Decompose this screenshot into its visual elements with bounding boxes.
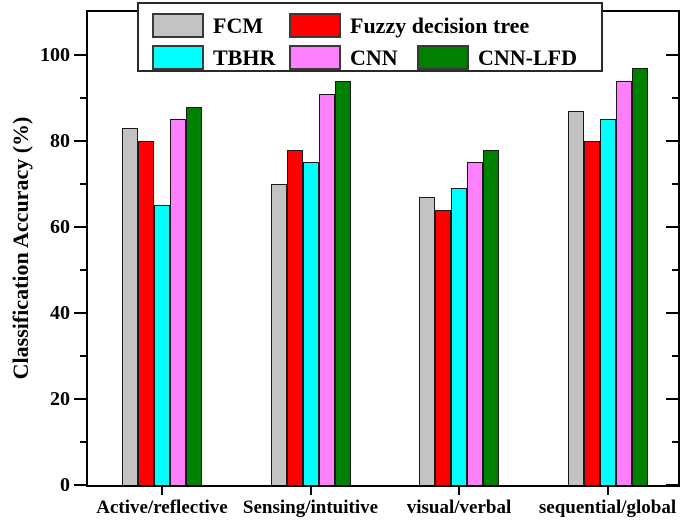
y-axis-minor-tick (80, 269, 86, 271)
legend-swatch-icon (289, 13, 341, 38)
legend-label: Fuzzy decision tree (350, 13, 530, 38)
y-axis-minor-tick (80, 183, 86, 185)
x-axis-tick (606, 487, 609, 495)
bar-cnn-lfd (334, 81, 351, 485)
y-tick-label: 60 (50, 216, 70, 238)
y-axis-major-tick (74, 140, 86, 142)
bar-cnn-lfd (483, 150, 499, 485)
plot-area (74, 10, 680, 495)
y-axis-major-tick (74, 312, 86, 314)
legend-label: CNN (350, 45, 398, 70)
legend-item-tbhr: TBHR (152, 45, 275, 70)
bar-tbhr (302, 162, 319, 485)
legend-item-fcm: FCM (152, 13, 263, 38)
x-axis-tick (309, 487, 312, 495)
bar-cnn (467, 162, 483, 485)
y-tick-label: 40 (50, 302, 70, 324)
bar-cnn (170, 119, 186, 485)
x-tick-label: visual/verbal (406, 497, 512, 518)
bar-cnn-lfd (186, 107, 202, 485)
y-axis-major-tick (74, 54, 86, 56)
bar-fcm (122, 128, 138, 485)
bar-cnn (615, 81, 632, 485)
legend-item-cnn-lfd: CNN-LFD (417, 45, 577, 70)
bar-fcm (270, 184, 287, 485)
bar-tbhr (154, 205, 170, 485)
x-tick-label: sequential/global (538, 497, 677, 518)
y-axis-minor-tick (80, 97, 86, 99)
y-axis-minor-tick-right (672, 441, 678, 443)
x-axis-tick (161, 487, 163, 495)
x-tick-label: Sensing/intuitive (242, 497, 379, 518)
y-tick-label: 20 (50, 388, 70, 410)
y-axis-major-tick (74, 226, 86, 228)
y-axis-major-tick-right (666, 226, 678, 228)
y-axis-minor-tick (80, 355, 86, 357)
bar-tbhr (599, 119, 616, 485)
bar-cnn-lfd (631, 68, 648, 485)
y-axis-minor-tick-right (672, 97, 678, 99)
legend-item-cnn: CNN (289, 45, 398, 70)
bar-fuzzy-decision-tree (138, 141, 154, 485)
x-tick-label: Active/reflective (96, 497, 228, 518)
y-tick-label: 100 (40, 44, 70, 66)
legend-swatch-icon (417, 45, 469, 70)
y-axis-major-tick (74, 398, 86, 400)
legend-item-fuzzy-decision-tree: Fuzzy decision tree (289, 13, 529, 38)
y-axis-major-tick-right (666, 54, 678, 56)
y-tick-label: 0 (60, 474, 70, 496)
y-axis-minor-tick-right (672, 269, 678, 271)
legend-label: TBHR (213, 45, 276, 70)
legend-label: CNN-LFD (478, 45, 577, 70)
y-axis-major-tick-right (666, 484, 678, 486)
legend-swatch-icon (289, 45, 341, 70)
legend: FCM Fuzzy decision tree TBHR CNN CNN-LFD (137, 2, 603, 72)
y-axis-title: Classification Accuracy (%) (8, 116, 33, 380)
bar-fuzzy-decision-tree (583, 141, 600, 485)
x-axis-tick (458, 487, 460, 495)
bar-fuzzy-decision-tree (286, 150, 303, 485)
y-axis-minor-tick (80, 441, 86, 443)
y-axis-major-tick-right (666, 140, 678, 142)
y-axis-minor-tick-right (672, 183, 678, 185)
legend-label: FCM (213, 13, 264, 38)
legend-swatch-icon (152, 13, 204, 38)
y-axis-minor-tick-right (672, 355, 678, 357)
legend-swatch-icon (152, 45, 204, 70)
bar-fcm (567, 111, 584, 485)
bar-fuzzy-decision-tree (435, 210, 451, 485)
y-axis-major-tick (74, 484, 86, 486)
bar-fcm (419, 197, 435, 485)
bar-tbhr (451, 188, 467, 485)
y-axis-major-tick-right (666, 312, 678, 314)
y-axis-major-tick-right (666, 398, 678, 400)
y-tick-label: 80 (50, 130, 70, 152)
bar-cnn (318, 94, 335, 485)
